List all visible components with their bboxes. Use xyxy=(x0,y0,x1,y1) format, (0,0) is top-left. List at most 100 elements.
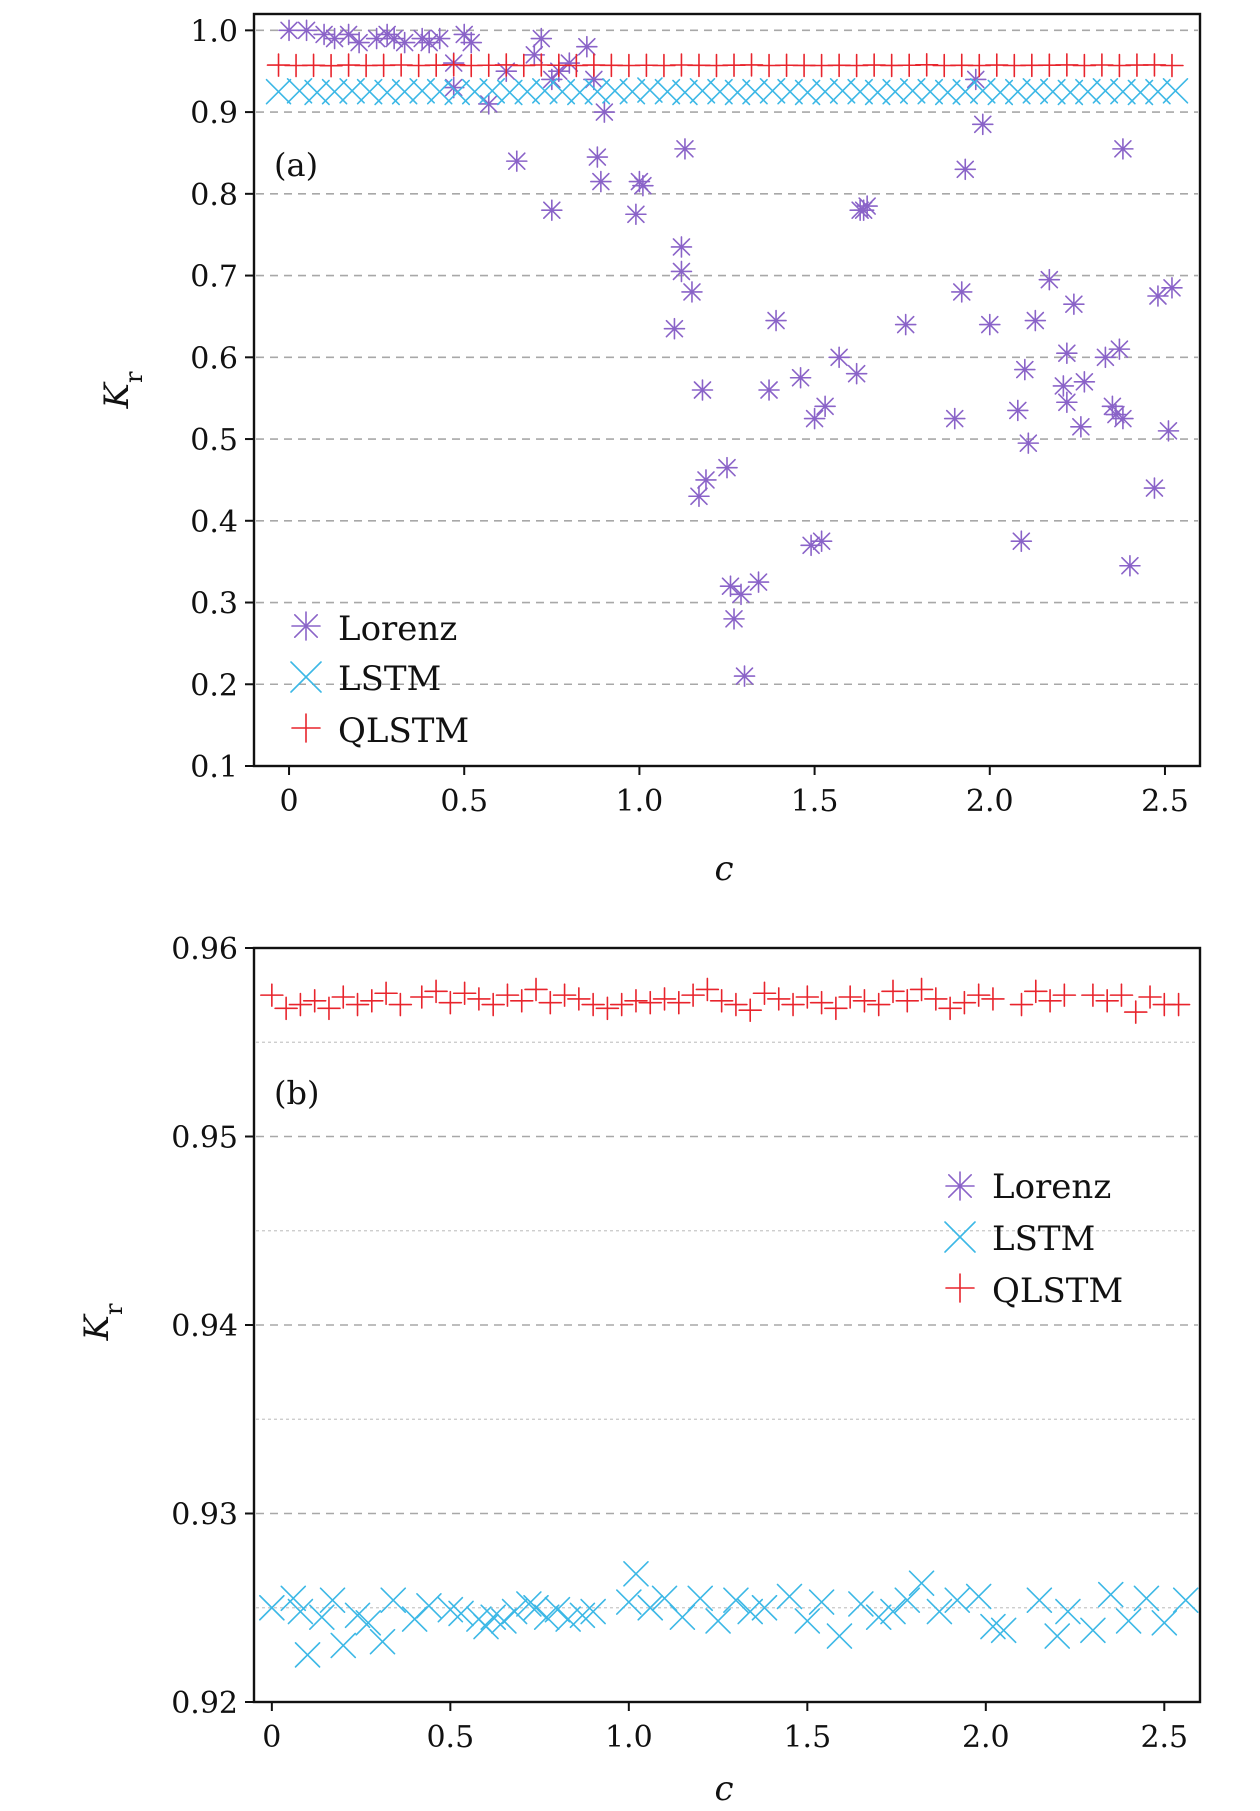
panel-b-lstm-point-27 xyxy=(616,1589,642,1615)
panel-a-label: (a) xyxy=(274,146,318,184)
panel-b-legend-label-qlstm: QLSTM xyxy=(992,1271,1123,1311)
panel-b-lstm-point-55 xyxy=(1097,1581,1124,1608)
panel-b-qlstm-point-54 xyxy=(1052,983,1077,1007)
panel-b-qlstm-point-37 xyxy=(795,985,820,1009)
panel-b-qlstm-point-9 xyxy=(388,992,413,1017)
panel-b-qlstm-point-40 xyxy=(838,985,862,1009)
panel-a-lorenz-point-73 xyxy=(1052,375,1075,397)
panel-a-lorenz-point-88 xyxy=(1157,420,1180,442)
panel-b-qlstm-point-43 xyxy=(881,979,905,1004)
panel-a-lorenz-point-25 xyxy=(576,35,598,58)
panel-a-lorenz-point-68 xyxy=(1010,530,1033,553)
panel-a-y-tick-label-3: 0.4 xyxy=(190,505,238,540)
panel-b-qlstm-point-44 xyxy=(895,988,920,1013)
panel-a-lorenz-point-64 xyxy=(964,68,987,91)
panel-a-lorenz-point-39 xyxy=(688,485,710,508)
panel-b-qlstm-point-1 xyxy=(274,996,298,1021)
panel-b-qlstm-point-46 xyxy=(924,987,948,1011)
panel-b-x-tick-label-3: 1.5 xyxy=(783,1720,831,1755)
panel-b-qlstm-point-6 xyxy=(345,992,370,1017)
panel-a-lorenz-point-40 xyxy=(691,379,714,401)
panel-a-lorenz-point-41 xyxy=(695,469,717,491)
panel-b-qlstm-point-50 xyxy=(981,987,1005,1011)
panel-b-qlstm-point-5 xyxy=(331,985,356,1009)
panel-b-lstm-point-48 xyxy=(965,1583,992,1610)
panel-b-qlstm-point-8 xyxy=(374,981,398,1006)
panel-b-lstm-point-4 xyxy=(309,1604,335,1630)
panel-b-lstm-point-13 xyxy=(437,1596,464,1623)
panel-a-lorenz-point-38 xyxy=(681,281,703,303)
panel-b-lstm-point-32 xyxy=(687,1585,714,1612)
panel-a-lorenz-point-59 xyxy=(856,195,878,217)
panel-a-x-tick-label-1: 0.5 xyxy=(440,784,488,819)
panel-b-qlstm-point-48 xyxy=(952,990,977,1015)
panel-b-qlstm-point-33 xyxy=(738,998,763,1023)
panel-b-lstm-point-10 xyxy=(380,1587,407,1614)
panel-b-qlstm-point-38 xyxy=(809,990,834,1015)
panel-b-lstm-point-52 xyxy=(1044,1623,1071,1649)
panel-b-qlstm-point-53 xyxy=(1038,988,1062,1013)
panel-b-lstm-point-49 xyxy=(980,1613,1006,1640)
panel-b-qlstm-point-57 xyxy=(1109,983,1134,1007)
panel-b-legend-marker-lstm xyxy=(944,1221,976,1253)
panel-a-lorenz-point-89 xyxy=(1161,277,1183,299)
panel-b-lstm-point-12 xyxy=(416,1593,442,1619)
panel-a-lorenz-point-86 xyxy=(1143,477,1166,499)
panel-a-lorenz-point-35 xyxy=(670,260,693,283)
panel-b-lstm-point-43 xyxy=(880,1598,906,1625)
panel-a-lorenz-point-1 xyxy=(295,19,318,42)
panel-b-qlstm-point-15 xyxy=(481,992,505,1017)
panel-a-y-tick-label-9: 1.0 xyxy=(190,14,238,49)
panel-a-lorenz-point-29 xyxy=(590,170,612,193)
panel-b-lstm-point-21 xyxy=(523,1594,549,1621)
panel-b-qlstm-point-35 xyxy=(766,987,791,1011)
panel-a-lorenz-point-54 xyxy=(814,395,836,418)
panel-a-lorenz-point-21 xyxy=(530,27,553,50)
panel-b-lstm-point-17 xyxy=(480,1604,506,1630)
panel-b-qlstm-point-11 xyxy=(424,979,448,1004)
panel-a-lorenz-point-65 xyxy=(971,113,994,136)
panel-b-qlstm-point-10 xyxy=(409,985,434,1009)
panel-a-lorenz-point-34 xyxy=(663,317,686,340)
panel-a-lorenz-point-56 xyxy=(845,362,868,385)
panel-a-lorenz-point-85 xyxy=(1119,554,1141,577)
panel-a-lorenz-point-37 xyxy=(674,138,696,160)
panel-b-lstm-point-36 xyxy=(751,1594,778,1621)
panel-a-lorenz-point-36 xyxy=(670,236,693,258)
panel-b-y-tick-label-4: 0.96 xyxy=(171,932,238,967)
panel-b-label: (b) xyxy=(274,1074,319,1112)
panel-b-lstm-point-24 xyxy=(555,1606,581,1632)
panel-a-lorenz-point-30 xyxy=(593,101,616,123)
panel-a-lorenz-point-50 xyxy=(789,366,812,389)
panel-b-lstm-point-33 xyxy=(705,1608,731,1634)
panel-b-lstm-point-6 xyxy=(330,1632,357,1659)
panel-a-x-tick-label-5: 2.5 xyxy=(1141,784,1189,819)
panel-b-qlstm-point-47 xyxy=(938,996,962,1021)
panel-a-lorenz-point-79 xyxy=(1094,346,1117,369)
panel-b-qlstm-point-25 xyxy=(624,988,648,1013)
panel-b-lstm-point-44 xyxy=(894,1587,921,1614)
panel-b-lstm-point-39 xyxy=(808,1589,835,1615)
panel-a-lorenz-point-72 xyxy=(1038,268,1061,291)
panel-b-qlstm-point-28 xyxy=(667,990,691,1015)
panel-b-x-tick-label-1: 0.5 xyxy=(426,1720,474,1755)
panel-b-lstm-point-47 xyxy=(944,1587,971,1614)
panel-b-qlstm-point-61 xyxy=(1166,992,1191,1017)
panel-b-x-tick-label-2: 1.0 xyxy=(605,1720,653,1755)
panel-b-qlstm-point-41 xyxy=(852,988,877,1013)
panel-a-x-tick-label-0: 0 xyxy=(279,784,298,819)
panel-b-lstm-point-54 xyxy=(1080,1617,1106,1644)
panel-b-lstm-point-35 xyxy=(737,1598,764,1625)
panel-b-y-tick-label-2: 0.94 xyxy=(171,1309,238,1344)
panel-b-qlstm-point-34 xyxy=(752,981,777,1006)
panel-b-qlstm-point-24 xyxy=(609,992,634,1017)
panel-b-lstm-point-56 xyxy=(1115,1608,1142,1634)
panel-a-lorenz-point-27 xyxy=(541,68,563,91)
panel-b-qlstm-point-59 xyxy=(1138,985,1162,1009)
panel-b-x-tick-label-5: 2.5 xyxy=(1140,1720,1188,1755)
panel-b-legend-marker-qlstm xyxy=(945,1273,975,1303)
panel-b-qlstm-point-2 xyxy=(288,992,313,1017)
panel-b-qlstm-point-18 xyxy=(524,977,548,1002)
